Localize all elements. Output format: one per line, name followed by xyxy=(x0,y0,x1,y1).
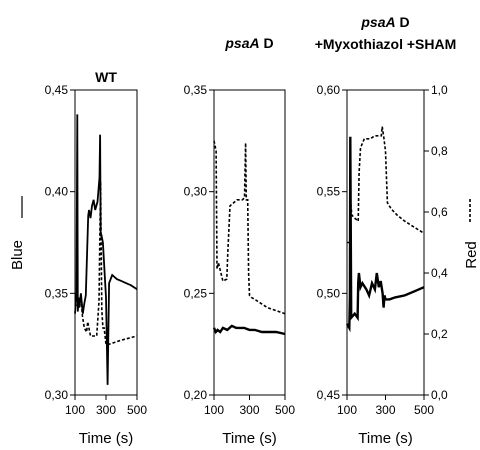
series-blue-line xyxy=(212,324,286,336)
y2-tick-label: 0,6 xyxy=(431,205,448,219)
x-tick-label: 300 xyxy=(375,403,395,417)
panel-title: psaA D xyxy=(360,14,409,30)
chart-panel-2: psaA D 0,20 0,25 0,30 0,35 100 300 500 Time (s) xyxy=(184,35,296,447)
y-tick-label: 0,40 xyxy=(45,185,69,199)
panel-title: WT xyxy=(95,69,117,85)
x-tick-label: 100 xyxy=(65,403,85,417)
x-axis-label: Time (s) xyxy=(79,430,133,447)
title-segment: WT xyxy=(95,69,117,85)
series-blue-line xyxy=(74,114,138,385)
title-segment: psaA xyxy=(224,35,259,51)
y-tick-label: 0,30 xyxy=(184,185,208,199)
x-tick-label: 300 xyxy=(96,403,116,417)
title-segment: +Myxothiazol +SHAM xyxy=(315,36,457,52)
y-tick-label: 0,50 xyxy=(317,286,341,300)
y-tick-label: 0,20 xyxy=(184,388,208,402)
x-axis-label: Time (s) xyxy=(358,430,412,447)
y-tick-label: 0,55 xyxy=(317,185,341,199)
y-tick-label: 0,35 xyxy=(45,286,69,300)
chart-panel-3: psaA D+Myxothiazol +SHAM0,450,500,550,60… xyxy=(315,14,457,447)
panel-title: psaA D xyxy=(224,35,273,51)
x-tick-label: 300 xyxy=(239,403,259,417)
y-tick-label: 0,35 xyxy=(184,83,208,97)
y-tick-label: 0,25 xyxy=(184,286,208,300)
y-tick-label: 0,45 xyxy=(317,388,341,402)
y-tick-label: 0,45 xyxy=(45,83,69,97)
x-tick-label: 500 xyxy=(127,403,147,417)
title-segment: D xyxy=(396,14,410,30)
chart-panel-1: WT 0,30 0,35 0,40 0,45 100 300 500 Time (s) xyxy=(45,69,148,447)
y-tick-label: 0,30 xyxy=(45,388,69,402)
y-axis-label-red: Red xyxy=(463,241,480,269)
y-axis-label-blue: Blue xyxy=(9,240,26,270)
plot-frame xyxy=(74,89,138,396)
x-tick-label: 500 xyxy=(414,403,434,417)
x-axis-label: Time (s) xyxy=(222,430,276,447)
series-red-line xyxy=(347,126,425,244)
x-tick-label: 100 xyxy=(337,403,357,417)
series-blue-line xyxy=(345,136,425,333)
series-red-line xyxy=(213,140,286,315)
x-tick-label: 500 xyxy=(275,403,295,417)
y2-tick-label: 0,8 xyxy=(431,144,448,158)
y2-tick-label: 0,2 xyxy=(431,327,448,341)
y2-tick-label: 0,4 xyxy=(431,266,448,280)
x-tick-label: 100 xyxy=(204,403,224,417)
plot-frame xyxy=(346,89,425,396)
series-red-line xyxy=(74,181,138,346)
y2-tick-label: 1,0 xyxy=(431,83,448,97)
title-segment: psaA xyxy=(360,14,395,30)
y-tick-label: 0,60 xyxy=(317,83,341,97)
panel-title: +Myxothiazol +SHAM xyxy=(315,36,457,52)
y2-tick-label: 0,0 xyxy=(431,388,448,402)
plot-frame xyxy=(213,89,286,396)
title-segment: D xyxy=(260,35,274,51)
